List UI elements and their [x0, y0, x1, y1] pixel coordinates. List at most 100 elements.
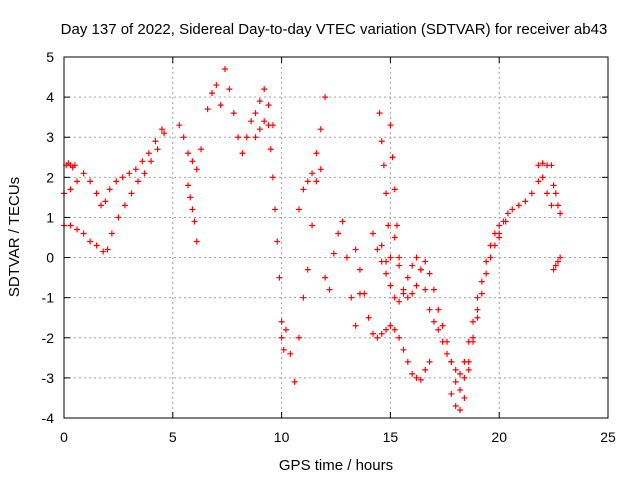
- data-point: [313, 150, 320, 157]
- series-track-6: [204, 66, 276, 157]
- data-point: [280, 346, 287, 353]
- data-point: [121, 202, 128, 209]
- data-point: [383, 258, 390, 265]
- series-track-13: [378, 210, 511, 393]
- data-point: [93, 242, 100, 249]
- x-tick-label: 25: [600, 429, 616, 445]
- data-point: [435, 306, 442, 313]
- series-track-11: [352, 246, 433, 383]
- data-point: [483, 270, 490, 277]
- data-point: [74, 178, 81, 185]
- data-point: [217, 102, 224, 109]
- data-point: [422, 286, 429, 293]
- data-point: [409, 290, 416, 297]
- data-point: [528, 190, 535, 197]
- y-tick-label: 4: [46, 89, 54, 105]
- data-points: [61, 66, 564, 413]
- data-point: [313, 178, 320, 185]
- data-point: [176, 122, 183, 129]
- data-point: [158, 126, 165, 133]
- data-point: [356, 266, 363, 273]
- data-point: [134, 178, 141, 185]
- data-point: [426, 358, 433, 365]
- series-track-9: [296, 94, 329, 213]
- data-point: [265, 102, 272, 109]
- data-point: [465, 358, 472, 365]
- data-point: [404, 294, 411, 301]
- data-point: [252, 110, 259, 117]
- data-point: [226, 86, 233, 93]
- data-point: [557, 254, 564, 261]
- data-point: [396, 334, 403, 341]
- data-point: [339, 218, 346, 225]
- data-point: [276, 274, 283, 281]
- data-point: [552, 262, 559, 269]
- data-point: [452, 366, 459, 373]
- data-point: [317, 126, 324, 133]
- data-point: [322, 274, 329, 281]
- data-point: [132, 166, 139, 173]
- data-point: [139, 158, 146, 165]
- plot-frame: [63, 56, 609, 419]
- data-point: [71, 162, 78, 169]
- data-point: [269, 174, 276, 181]
- data-point: [452, 378, 459, 385]
- data-point: [374, 246, 381, 253]
- data-point: [404, 274, 411, 281]
- data-point: [378, 242, 385, 249]
- data-point: [443, 338, 450, 345]
- data-point: [67, 222, 74, 229]
- data-point: [474, 314, 481, 321]
- data-point: [539, 160, 546, 167]
- data-point: [369, 330, 376, 337]
- data-point: [326, 286, 333, 293]
- data-point: [430, 318, 437, 325]
- data-point: [87, 178, 94, 185]
- data-point: [522, 198, 529, 205]
- data-point: [391, 294, 398, 301]
- x-tick-label: 20: [491, 429, 507, 445]
- y-axis-label: SDTVAR / TECUs: [6, 177, 23, 297]
- data-point: [104, 246, 111, 253]
- data-point: [322, 94, 329, 101]
- data-point: [113, 178, 120, 185]
- data-point: [352, 322, 359, 329]
- series-track-18: [550, 182, 564, 217]
- y-tick-label: 2: [46, 169, 54, 185]
- data-point: [417, 376, 424, 383]
- data-point: [396, 254, 403, 261]
- y-tick-label: -3: [42, 370, 55, 386]
- data-point: [422, 366, 429, 373]
- data-point: [474, 306, 481, 313]
- data-point: [189, 158, 196, 165]
- data-point: [396, 262, 403, 269]
- data-point: [509, 206, 516, 213]
- data-point: [552, 190, 559, 197]
- data-point: [554, 258, 561, 265]
- data-point: [535, 162, 542, 169]
- data-point: [487, 254, 494, 261]
- data-point: [391, 186, 398, 193]
- data-point: [554, 202, 561, 209]
- y-tick-label: -1: [42, 290, 55, 306]
- data-point: [478, 290, 485, 297]
- data-point: [119, 174, 126, 181]
- data-point: [478, 278, 485, 285]
- data-point: [230, 110, 237, 117]
- data-point: [300, 186, 307, 193]
- data-point: [539, 174, 546, 181]
- data-point: [272, 206, 279, 213]
- data-point: [193, 238, 200, 245]
- data-point: [161, 130, 168, 137]
- series-track-15: [448, 230, 503, 413]
- grid: [64, 57, 608, 418]
- data-point: [102, 198, 109, 205]
- data-point: [435, 326, 442, 333]
- data-point: [335, 230, 342, 237]
- data-point: [426, 306, 433, 313]
- data-point: [389, 154, 396, 161]
- data-point: [409, 370, 416, 377]
- data-point: [309, 170, 316, 177]
- data-point: [187, 194, 194, 201]
